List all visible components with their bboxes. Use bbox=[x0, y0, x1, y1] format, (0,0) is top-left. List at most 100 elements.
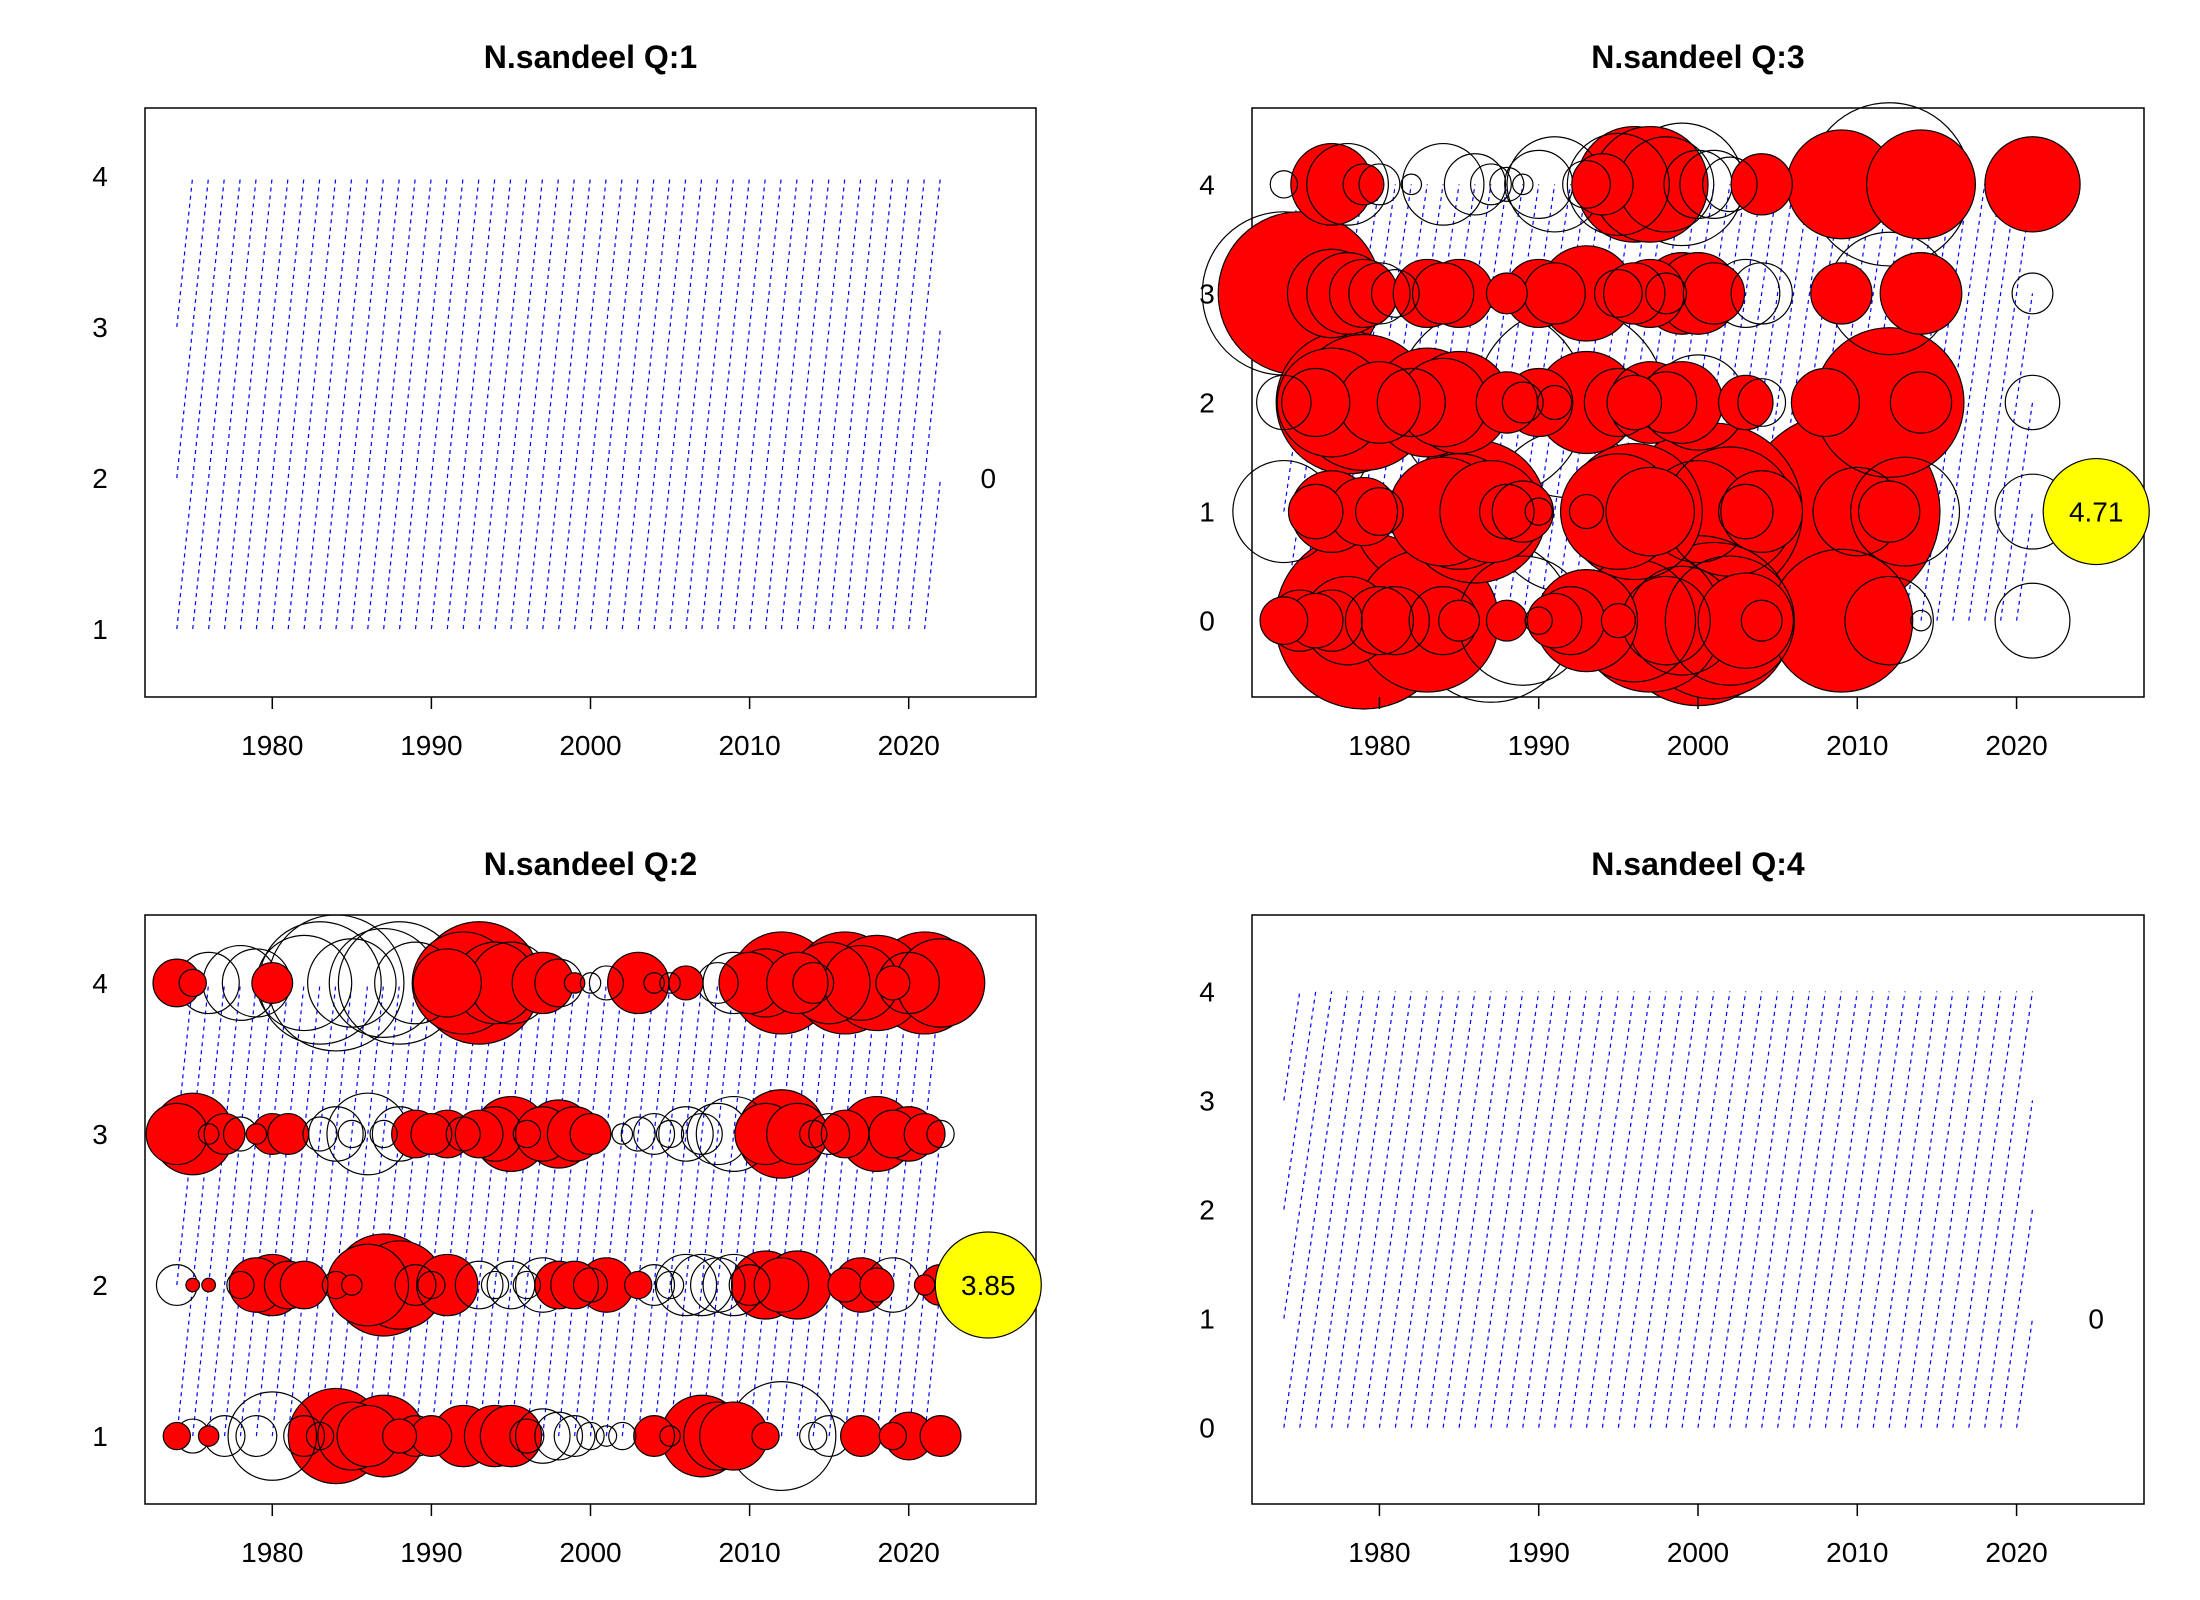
residual-bubble-positive bbox=[1344, 586, 1415, 656]
cohort-line bbox=[176, 175, 210, 479]
cohort-line bbox=[1315, 991, 1381, 1428]
cohort-line bbox=[192, 175, 242, 630]
residual-bubble-positive bbox=[1879, 252, 1963, 335]
x-tick-label: 2020 bbox=[878, 1537, 940, 1568]
cohort-line bbox=[1299, 184, 1365, 621]
cohort-line bbox=[1968, 184, 2034, 621]
residual-bubble-negative bbox=[1593, 269, 1643, 318]
residual-bubble-negative bbox=[512, 1270, 542, 1300]
cohort-line bbox=[558, 175, 608, 630]
cohort-line bbox=[462, 982, 512, 1437]
residual-bubble-negative bbox=[680, 1112, 723, 1155]
residual-bubble-positive bbox=[479, 1404, 543, 1468]
panel-3: N.sandeel Q:2 3.85 1980 1990 2000 2010 2020 1 2 3… bbox=[92, 846, 1042, 1568]
residual-bubble-negative bbox=[620, 1116, 656, 1152]
cohort-line bbox=[1554, 184, 1619, 621]
cohort-line bbox=[1410, 991, 1476, 1428]
x-tick-label: 2010 bbox=[718, 730, 780, 761]
cohort-line bbox=[1649, 991, 1715, 1428]
residual-bubble-positive bbox=[633, 1415, 676, 1458]
residual-bubble-positive bbox=[1475, 371, 1539, 434]
cohort-line bbox=[764, 175, 814, 630]
cohort-line bbox=[2015, 511, 2034, 621]
residual-bubble-positive bbox=[1338, 361, 1421, 444]
residual-bubble-negative bbox=[1664, 555, 1796, 686]
cohort-line bbox=[478, 175, 528, 630]
cohort-line bbox=[749, 982, 798, 1437]
cohort-line bbox=[1474, 991, 1540, 1428]
cohort-line bbox=[1442, 991, 1508, 1428]
residual-bubble-negative bbox=[611, 1123, 634, 1145]
residual-bubble-negative bbox=[1562, 159, 1611, 209]
residual-bubble-positive bbox=[1720, 470, 1804, 553]
residual-bubble-negative bbox=[659, 1425, 681, 1447]
cohort-line bbox=[1808, 991, 1874, 1428]
cohort-line bbox=[1697, 991, 1763, 1428]
cohort-lines bbox=[176, 175, 942, 630]
x-tick-label: 1980 bbox=[241, 730, 303, 761]
cohort-line bbox=[1538, 184, 1604, 621]
cohort-lines bbox=[1283, 991, 2034, 1428]
panel-4: N.sandeel Q:4 0 1980 1990 2000 2010 2020 0 1 2 3 4 bbox=[1199, 846, 2145, 1568]
residual-bubble-negative bbox=[480, 1270, 510, 1300]
residual-bubble-positive bbox=[1865, 129, 1976, 240]
residual-bubble-negative bbox=[235, 1415, 278, 1458]
cohort-line bbox=[335, 982, 385, 1437]
residual-bubble-positive bbox=[766, 951, 829, 1015]
x-tick-label: 2010 bbox=[718, 1537, 780, 1568]
cohort-line bbox=[1936, 184, 2002, 621]
residual-bubble-negative bbox=[808, 1112, 851, 1155]
cohort-line bbox=[319, 175, 369, 630]
cohort-line bbox=[605, 982, 655, 1437]
residual-bubble-negative bbox=[283, 1415, 326, 1458]
residual-bubble-positive bbox=[1603, 262, 1666, 325]
cohort-line bbox=[749, 175, 798, 630]
residual-bubble-negative bbox=[1910, 609, 1932, 632]
residual-bubble-positive bbox=[1342, 163, 1385, 206]
residual-bubble-negative bbox=[394, 1264, 437, 1307]
cohort-line bbox=[780, 982, 830, 1437]
cohort-line bbox=[558, 982, 608, 1437]
residual-bubble-negative bbox=[2004, 374, 2061, 431]
residual-bubble-negative bbox=[1994, 582, 2071, 659]
cohort-line bbox=[383, 175, 432, 630]
cohort-line bbox=[1506, 991, 1572, 1428]
residual-bubble-negative bbox=[1443, 153, 1507, 216]
cohort-line bbox=[1936, 991, 2002, 1428]
cohort-line bbox=[685, 982, 735, 1437]
residual-bubble-positive bbox=[751, 1421, 780, 1451]
residual-bubble-positive bbox=[1259, 596, 1309, 646]
cohort-line bbox=[669, 175, 719, 630]
residual-bubble-positive bbox=[913, 1274, 936, 1296]
cohort-line bbox=[828, 175, 878, 630]
cohort-line bbox=[1904, 991, 1970, 1428]
cohort-line bbox=[908, 1133, 942, 1437]
residual-bubble-negative bbox=[1501, 381, 1544, 424]
cohort-line bbox=[1952, 991, 2018, 1428]
cohort-line bbox=[733, 175, 783, 630]
residual-bubble-positive bbox=[839, 1415, 882, 1458]
cohort-line bbox=[287, 982, 337, 1437]
cohort-line bbox=[1665, 991, 1731, 1428]
residual-bubble-positive bbox=[197, 1425, 220, 1447]
residual-bubble-negative bbox=[658, 1106, 714, 1162]
residual-bubble-negative bbox=[534, 1411, 584, 1461]
cohort-line bbox=[733, 982, 783, 1437]
residual-bubble-negative bbox=[1524, 497, 1553, 526]
y-tick-label: 0 bbox=[1199, 606, 1215, 637]
cohort-line bbox=[1952, 184, 2018, 621]
x-tick-label: 2010 bbox=[1826, 1537, 1888, 1568]
cohort-line bbox=[271, 175, 321, 630]
residual-bubble-negative bbox=[799, 1421, 828, 1451]
y-tick-label: 2 bbox=[1199, 1195, 1215, 1226]
cohort-line bbox=[255, 175, 305, 630]
y-axis: 1 2 3 4 bbox=[92, 161, 108, 645]
residual-bubble-positive bbox=[251, 961, 294, 1004]
cohort-line bbox=[573, 982, 623, 1437]
max-residual-label: 3.85 bbox=[961, 1270, 1016, 1301]
x-tick-label: 1990 bbox=[400, 1537, 462, 1568]
cohort-line bbox=[430, 982, 480, 1437]
residual-bubble-negative bbox=[226, 1270, 255, 1300]
